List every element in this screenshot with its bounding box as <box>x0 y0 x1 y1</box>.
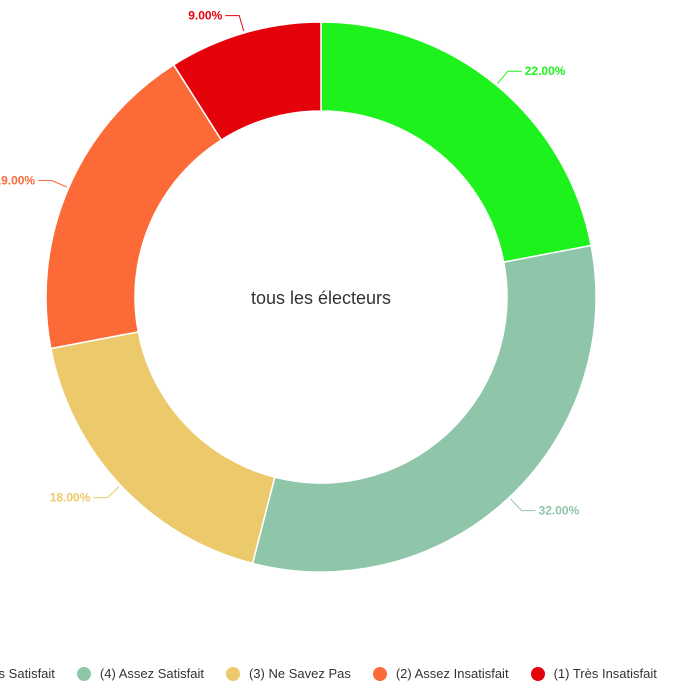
leader-line-1 <box>497 70 522 84</box>
legend-item-2[interactable]: (4) Assez Satisfait <box>76 666 204 681</box>
legend-label: (2) Assez Insatisfait <box>395 666 509 681</box>
leader-line-2 <box>510 498 536 512</box>
center-title: tous les électeurs <box>251 288 391 308</box>
leader-line-3 <box>93 486 120 499</box>
legend-item-3[interactable]: (3) Ne Savez Pas <box>225 666 351 681</box>
slice-percent-label-2: 32.00% <box>539 504 580 518</box>
chart-legend: rès Satisfait (4) Assez Satisfait (3) Ne S… <box>0 666 679 681</box>
legend-label: (4) Assez Satisfait <box>99 666 204 681</box>
legend-dot-icon <box>372 666 387 681</box>
legend-dot-icon <box>530 666 545 681</box>
legend-item-1[interactable]: rès Satisfait <box>0 666 55 681</box>
leader-line-4 <box>38 180 67 188</box>
donut-slice-5[interactable] <box>172 21 322 141</box>
donut-slices <box>45 21 597 573</box>
legend-dot-icon <box>76 666 91 681</box>
legend-label: rès Satisfait <box>0 666 55 681</box>
legend-dot-icon <box>225 666 240 681</box>
donut-slice-4[interactable] <box>45 63 223 350</box>
legend-label: (1) Très Insatisfait <box>553 666 657 681</box>
slice-labels: 22.00% 32.00% 18.00% 19.00% 9.00% <box>0 9 580 518</box>
donut-slice-1[interactable] <box>320 21 593 264</box>
slice-percent-label-4: 19.00% <box>0 174 35 188</box>
legend-item-5[interactable]: (1) Très Insatisfait <box>530 666 657 681</box>
slice-percent-label-5: 9.00% <box>188 9 222 23</box>
donut-slice-2[interactable] <box>251 244 597 573</box>
leader-line-5 <box>225 15 245 32</box>
legend-label: (3) Ne Savez Pas <box>248 666 351 681</box>
slice-percent-label-3: 18.00% <box>50 491 91 505</box>
donut-chart: 22.00% 32.00% 18.00% 19.00% 9.00% tous les é… <box>0 9 597 573</box>
donut-slice-3[interactable] <box>49 330 276 565</box>
slice-percent-label-1: 22.00% <box>525 64 566 78</box>
legend-item-4[interactable]: (2) Assez Insatisfait <box>372 666 509 681</box>
